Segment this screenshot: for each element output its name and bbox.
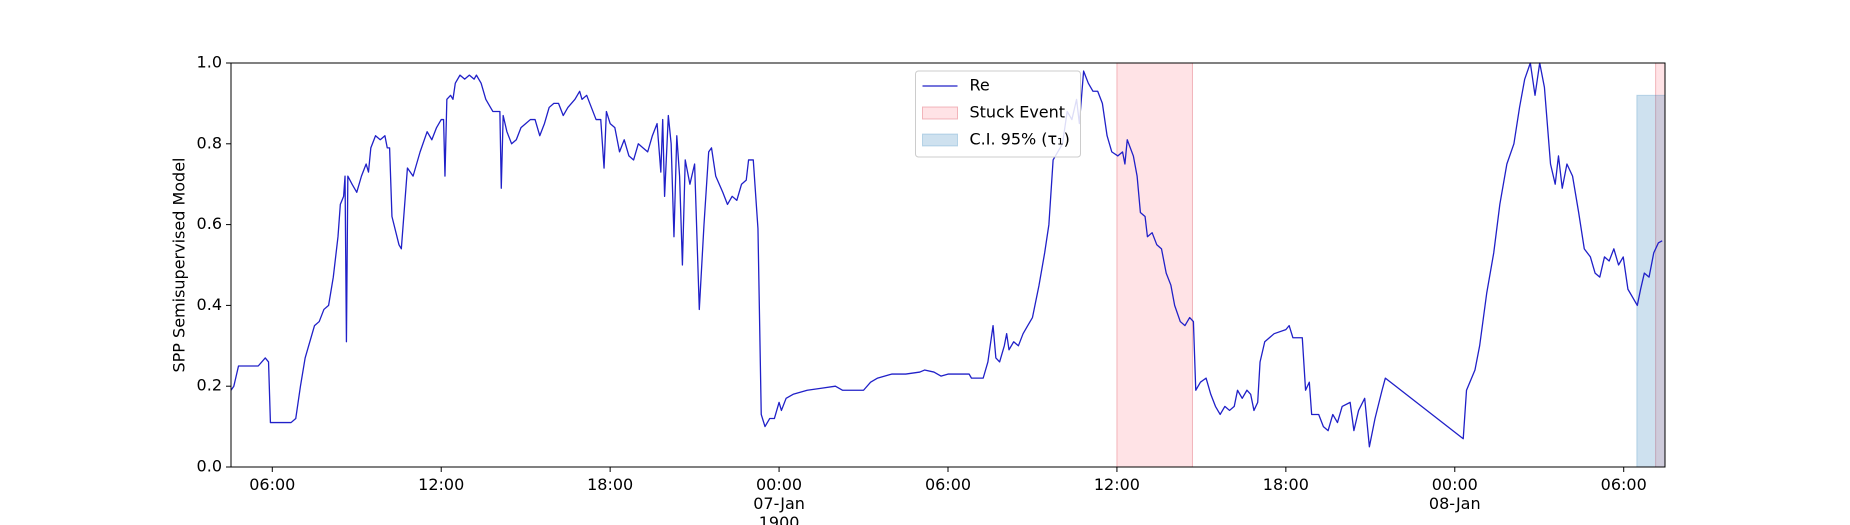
x-tick-label: 06:00 xyxy=(249,475,296,494)
y-tick-label: 0.2 xyxy=(197,376,222,395)
y-axis-label: SPP Semisupervised Model xyxy=(170,158,189,373)
legend-swatch xyxy=(922,106,958,120)
x-tick-label: 18:00 xyxy=(587,475,634,494)
x-tick-label: 00:00 08-Jan xyxy=(1428,475,1481,513)
y-tick-label: 0.4 xyxy=(197,295,222,314)
x-tick-label: 18:00 xyxy=(1262,475,1309,494)
x-tick-label: 06:00 xyxy=(1600,475,1647,494)
y-tick-label: 1.0 xyxy=(197,53,222,72)
region xyxy=(1116,62,1193,468)
x-tick-label: 12:00 xyxy=(1093,475,1140,494)
legend-box xyxy=(915,70,1081,158)
legend: Re Stuck Event C.I. 95% (τ₁) xyxy=(915,70,1081,158)
legend-label: C.I. 95% (τ₁) xyxy=(970,130,1070,149)
y-tick-label: 0.0 xyxy=(197,457,222,476)
legend-label: Re xyxy=(970,76,990,95)
legend-swatch xyxy=(922,133,958,147)
x-tick-label: 00:00 07-Jan 1900 xyxy=(753,475,805,525)
y-tick-label: 0.6 xyxy=(197,214,222,233)
x-tick-label: 06:00 xyxy=(924,475,972,494)
legend-label: Stuck Event xyxy=(970,103,1066,122)
data-line xyxy=(230,62,1663,448)
y-tick-label: 0.8 xyxy=(197,133,222,152)
region xyxy=(1636,94,1666,468)
x-tick-label: 12:00 xyxy=(418,475,465,494)
